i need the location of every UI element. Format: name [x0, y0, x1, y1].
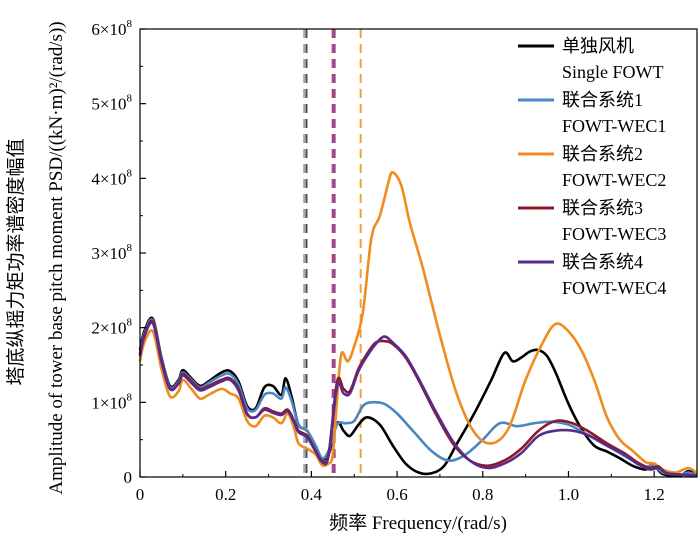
y-tick-label: 6×108: [91, 18, 132, 39]
legend-label-en: FOWT-WEC1: [562, 116, 666, 136]
series-line-1: [138, 316, 698, 478]
legend-label-en: FOWT-WEC2: [562, 170, 666, 190]
series-group: [138, 171, 698, 478]
legend-label-en: Single FOWT: [562, 62, 664, 82]
series-line-4: [138, 319, 698, 477]
y-tick-label: 4×108: [91, 167, 132, 188]
y-tick-label: 5×108: [91, 93, 132, 114]
legend: 单独风机 Single FOWT 联合系统1 FOWT-WEC1 联合系统2 FOWT-W…: [518, 36, 666, 298]
y-tick-label: 2×108: [91, 317, 132, 338]
legend-label-cn: 单独风机: [562, 36, 634, 56]
y-tick-label: 3×108: [91, 242, 132, 263]
x-tick-label: 0: [136, 485, 145, 504]
y-axis-title-en: Amplitude of tower base pitch moment PSD…: [46, 21, 67, 494]
x-tick-label: 0.8: [472, 485, 493, 504]
axis-ticks: 0 0.2 0.4 0.6 0.8 1.0 1.2 0 1×108 2×108 3×108 4×108…: [91, 18, 698, 504]
legend-label-cn: 联合系统1: [562, 90, 643, 110]
legend-label-cn: 联合系统3: [562, 198, 643, 218]
x-axis-title: 频率 Frequency/(rad/s): [329, 512, 507, 534]
legend-label-cn: 联合系统2: [562, 144, 643, 164]
x-tick-label: 1.2: [644, 485, 665, 504]
series-line-3: [138, 171, 698, 475]
legend-label-cn: 联合系统4: [562, 252, 643, 272]
y-tick-label: 0: [124, 468, 133, 487]
x-tick-label: 1.0: [558, 485, 579, 504]
series-line-5: [138, 321, 698, 477]
x-tick-label: 0.4: [301, 485, 323, 504]
y-tick-label: 1×108: [91, 391, 132, 412]
legend-label-en: FOWT-WEC3: [562, 224, 666, 244]
y-axis-title-cn: 塔底纵摇力矩功率谱密度幅值: [5, 138, 27, 385]
legend-label-en: FOWT-WEC4: [562, 278, 666, 298]
x-tick-label: 0.2: [215, 485, 236, 504]
x-tick-label: 0.6: [386, 485, 407, 504]
